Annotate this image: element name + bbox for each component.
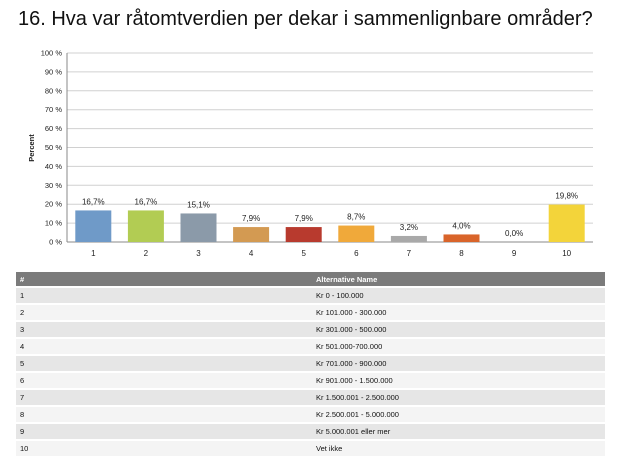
x-tick-label: 9 — [512, 249, 517, 258]
row-number: 6 — [16, 373, 312, 388]
table-row: 3 Kr 301.000 - 500.000 — [16, 322, 605, 337]
y-axis-title: Percent — [27, 134, 36, 162]
x-tick-label: 3 — [196, 249, 201, 258]
bar — [127, 210, 164, 242]
table-row: 10 Vet ikke — [16, 441, 605, 456]
row-alternative-name: Vet ikke — [312, 441, 605, 456]
x-tick-label: 8 — [459, 249, 464, 258]
row-number: 8 — [16, 407, 312, 422]
row-number: 9 — [16, 424, 312, 439]
table-header-row: # Alternative Name — [16, 272, 605, 286]
row-number: 2 — [16, 305, 312, 320]
table-row: 2 Kr 101.000 - 300.000 — [16, 305, 605, 320]
bar — [285, 227, 322, 242]
data-label: 19,8% — [555, 192, 578, 201]
bar — [338, 225, 375, 242]
x-tick-label: 2 — [144, 249, 149, 258]
data-label: 15,1% — [187, 200, 210, 209]
x-tick-label: 7 — [407, 249, 412, 258]
table-row: 4 Kr 501.000-700.000 — [16, 339, 605, 354]
y-tick-label: 100 % — [41, 49, 63, 58]
row-number: 1 — [16, 288, 312, 303]
row-number: 7 — [16, 390, 312, 405]
data-label: 7,9% — [242, 214, 260, 223]
y-tick-label: 0 % — [49, 238, 62, 247]
table-row: 1 Kr 0 - 100.000 — [16, 288, 605, 303]
row-number: 5 — [16, 356, 312, 371]
alternatives-table: # Alternative Name 1 Kr 0 - 100.000 2 Kr 10… — [16, 270, 605, 458]
bar — [75, 210, 112, 242]
row-alternative-name: Kr 0 - 100.000 — [312, 288, 605, 303]
bar — [233, 227, 270, 242]
table-row: 9 Kr 5.000.001 eller mer — [16, 424, 605, 439]
page-title: 16. Hva var råtomtverdien per dekar i sa… — [18, 8, 593, 30]
data-label: 16,7% — [135, 197, 158, 206]
table-row: 6 Kr 901.000 - 1.500.000 — [16, 373, 605, 388]
table-row: 5 Kr 701.000 - 900.000 — [16, 356, 605, 371]
table-row: 8 Kr 2.500.001 - 5.000.000 — [16, 407, 605, 422]
bar — [390, 235, 427, 242]
y-tick-label: 80 % — [45, 86, 62, 95]
row-number: 3 — [16, 322, 312, 337]
row-alternative-name: Kr 501.000-700.000 — [312, 339, 605, 354]
data-label: 3,2% — [400, 223, 418, 232]
bar-chart: 0 % 10 % 20 % 30 % 40 % 50 % 60 % 70 % 80 % 90 % 1… — [27, 49, 593, 258]
y-tick-label: 50 % — [45, 143, 62, 152]
bar — [443, 234, 480, 242]
y-tick-label: 70 % — [45, 105, 62, 114]
y-tick-label: 10 % — [45, 219, 62, 228]
y-tick-label: 30 % — [45, 181, 62, 190]
row-alternative-name: Kr 901.000 - 1.500.000 — [312, 373, 605, 388]
table-body: 1 Kr 0 - 100.000 2 Kr 101.000 - 300.000 3 Kr … — [16, 288, 605, 456]
row-alternative-name: Kr 2.500.001 - 5.000.000 — [312, 407, 605, 422]
row-alternative-name: Kr 701.000 - 900.000 — [312, 356, 605, 371]
x-tick-label: 5 — [301, 249, 306, 258]
y-tick-label: 60 % — [45, 124, 62, 133]
x-tick-label: 10 — [562, 249, 571, 258]
row-alternative-name: Kr 1.500.001 - 2.500.000 — [312, 390, 605, 405]
row-alternative-name: Kr 101.000 - 300.000 — [312, 305, 605, 320]
data-label: 8,7% — [347, 213, 365, 222]
column-header-number: # — [16, 272, 312, 286]
data-label: 0,0% — [505, 229, 523, 238]
x-tick-label: 1 — [91, 249, 96, 258]
data-label: 16,7% — [82, 197, 105, 206]
y-tick-label: 90 % — [45, 67, 62, 76]
x-tick-label: 6 — [354, 249, 359, 258]
table-row: 7 Kr 1.500.001 - 2.500.000 — [16, 390, 605, 405]
data-label: 4,0% — [452, 221, 470, 230]
x-tick-label: 4 — [249, 249, 254, 258]
y-tick-label: 20 % — [45, 200, 62, 209]
data-label: 7,9% — [295, 214, 313, 223]
row-alternative-name: Kr 301.000 - 500.000 — [312, 322, 605, 337]
row-number: 4 — [16, 339, 312, 354]
row-number: 10 — [16, 441, 312, 456]
row-alternative-name: Kr 5.000.001 eller mer — [312, 424, 605, 439]
bar — [548, 204, 585, 242]
bar — [180, 213, 217, 242]
column-header-alternative: Alternative Name — [312, 272, 605, 286]
y-tick-label: 40 % — [45, 162, 62, 171]
